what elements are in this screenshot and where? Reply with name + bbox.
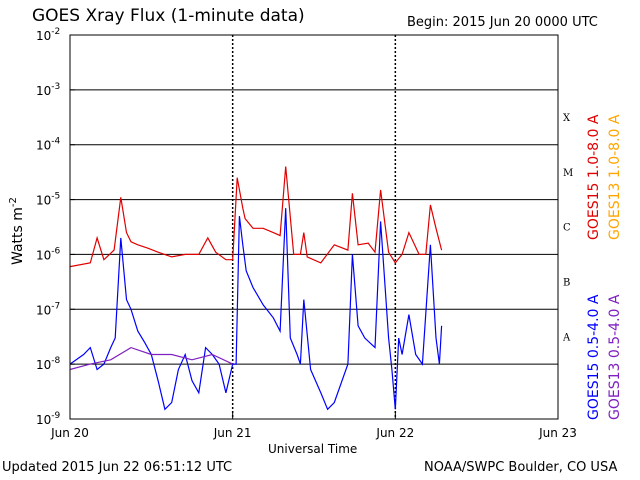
legend-entry: GOES15 1.0-8.0 A — [586, 114, 602, 240]
y-tick-label: 10-8 — [36, 356, 61, 372]
grid-lines — [70, 34, 558, 420]
y-tick-label: 10-3 — [36, 82, 60, 98]
legend-entry: GOES15 0.5-4.0 A — [586, 294, 602, 420]
flare-class-label: B — [563, 278, 570, 289]
legend-entry: GOES13 1.0-8.0 A — [607, 114, 623, 240]
x-tick-label: Jun 23 — [538, 426, 577, 440]
x-axis-label: Universal Time — [268, 442, 358, 456]
begin-time: Begin: 2015 Jun 20 0000 UTC — [407, 15, 598, 30]
y-axis-ticks: 10-2 10-3 10-4 10-5 10-6 10-7 10-8 10-9 — [36, 27, 75, 427]
y-tick-label: 10-2 — [36, 27, 60, 43]
plot-frame — [69, 34, 559, 420]
y-tick-label: 10-4 — [36, 137, 61, 153]
y-tick-label: 10-9 — [36, 411, 61, 427]
chart-title: GOES Xray Flux (1-minute data) — [32, 6, 305, 26]
legend: GOES15 1.0-8.0 A GOES13 1.0-8.0 A GOES15 0… — [586, 114, 623, 420]
flare-class-labels: X M C B A — [562, 113, 573, 343]
y-tick-label: 10-5 — [36, 192, 60, 208]
series-lines — [69, 166, 443, 411]
y-axis-label: Watts m-2 — [8, 197, 26, 265]
x-axis-ticks: Jun 20 Jun 21 Jun 22 Jun 23 — [50, 413, 577, 440]
series-line — [69, 166, 443, 268]
flare-class-label: A — [562, 332, 571, 343]
y-tick-label: 10-6 — [36, 246, 61, 262]
data-source: NOAA/SWPC Boulder, CO USA — [424, 460, 618, 475]
y-tick-label: 10-7 — [36, 301, 60, 317]
legend-entry: GOES13 0.5-4.0 A — [607, 294, 623, 420]
series-line — [69, 346, 233, 371]
series-line — [69, 208, 443, 411]
x-tick-label: Jun 20 — [50, 426, 89, 440]
y-axis-label-text: Watts m-2 — [8, 197, 26, 265]
updated-timestamp: Updated 2015 Jun 22 06:51:12 UTC — [2, 460, 233, 475]
x-tick-label: Jun 21 — [213, 426, 252, 440]
flare-class-label: C — [563, 223, 571, 234]
flare-class-label: M — [563, 168, 573, 179]
x-tick-label: Jun 22 — [375, 426, 414, 440]
flare-class-label: X — [563, 113, 571, 124]
